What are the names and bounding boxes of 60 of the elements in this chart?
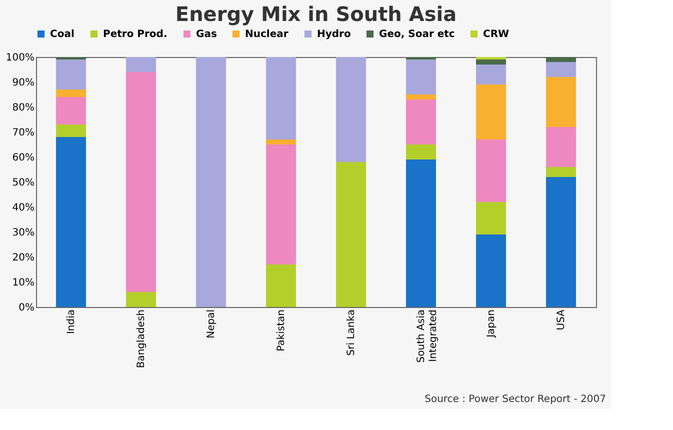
x-tick-label: Bangladesh bbox=[136, 310, 147, 368]
bar bbox=[56, 124, 86, 137]
bar bbox=[126, 72, 156, 292]
x-tick-label: South Asia Integrated bbox=[416, 310, 439, 363]
x-tick-label: Pakistan bbox=[276, 310, 287, 352]
bar bbox=[56, 90, 86, 97]
bar bbox=[336, 57, 366, 162]
legend-label: Coal bbox=[50, 29, 74, 40]
bar bbox=[266, 264, 296, 307]
bar bbox=[476, 60, 506, 64]
bar bbox=[546, 62, 576, 77]
bar bbox=[546, 177, 576, 307]
y-tick-label: 30% bbox=[12, 228, 34, 238]
y-tick-label: 100% bbox=[6, 52, 34, 64]
bar bbox=[56, 137, 86, 307]
bar bbox=[406, 60, 436, 94]
bar bbox=[126, 292, 156, 307]
bar bbox=[546, 77, 576, 127]
bar bbox=[126, 57, 156, 72]
x-tick-label: Sri Lanka bbox=[346, 310, 357, 356]
bar bbox=[406, 94, 436, 100]
legend-label: Nuclear bbox=[245, 29, 288, 40]
bar bbox=[406, 100, 436, 144]
bar bbox=[476, 234, 506, 307]
y-tick-label: 50% bbox=[12, 178, 34, 188]
y-tick-label: 40% bbox=[12, 202, 34, 214]
bar bbox=[546, 127, 576, 167]
bar bbox=[476, 64, 506, 84]
legend-label: Gas bbox=[196, 29, 217, 40]
y-tick-label: 0% bbox=[18, 302, 34, 314]
x-tick-label: Nepal bbox=[206, 310, 217, 338]
y-tick-label: 90% bbox=[12, 78, 34, 88]
chart-title: Energy Mix in South Asia bbox=[175, 2, 457, 26]
source-note: Source : Power Sector Report - 2007 bbox=[424, 394, 606, 405]
bar bbox=[406, 144, 436, 160]
bar bbox=[476, 84, 506, 140]
x-tick-label: USA bbox=[556, 309, 567, 330]
y-tick-label: 80% bbox=[12, 102, 34, 114]
bar bbox=[336, 162, 366, 307]
y-tick-label: 10% bbox=[12, 278, 34, 288]
bar bbox=[56, 60, 86, 90]
legend-label: Hydro bbox=[317, 29, 351, 40]
bar bbox=[546, 167, 576, 177]
y-tick-label: 70% bbox=[12, 128, 34, 138]
bar bbox=[546, 57, 576, 62]
bar bbox=[476, 202, 506, 234]
bar bbox=[266, 144, 296, 264]
bar bbox=[406, 160, 436, 307]
bar bbox=[196, 57, 226, 307]
x-tick-label: Japan bbox=[486, 310, 497, 338]
y-tick-label: 20% bbox=[12, 252, 34, 264]
bar bbox=[266, 140, 296, 144]
legend-label: Geo, Soar etc bbox=[379, 29, 455, 40]
x-tick-label: India bbox=[66, 310, 77, 334]
bar bbox=[476, 140, 506, 202]
bar bbox=[266, 57, 296, 140]
legend-label: CRW bbox=[483, 29, 510, 40]
y-tick-label: 60% bbox=[12, 152, 34, 164]
bar bbox=[56, 97, 86, 124]
legend-label: Petro Prod. bbox=[103, 29, 168, 40]
